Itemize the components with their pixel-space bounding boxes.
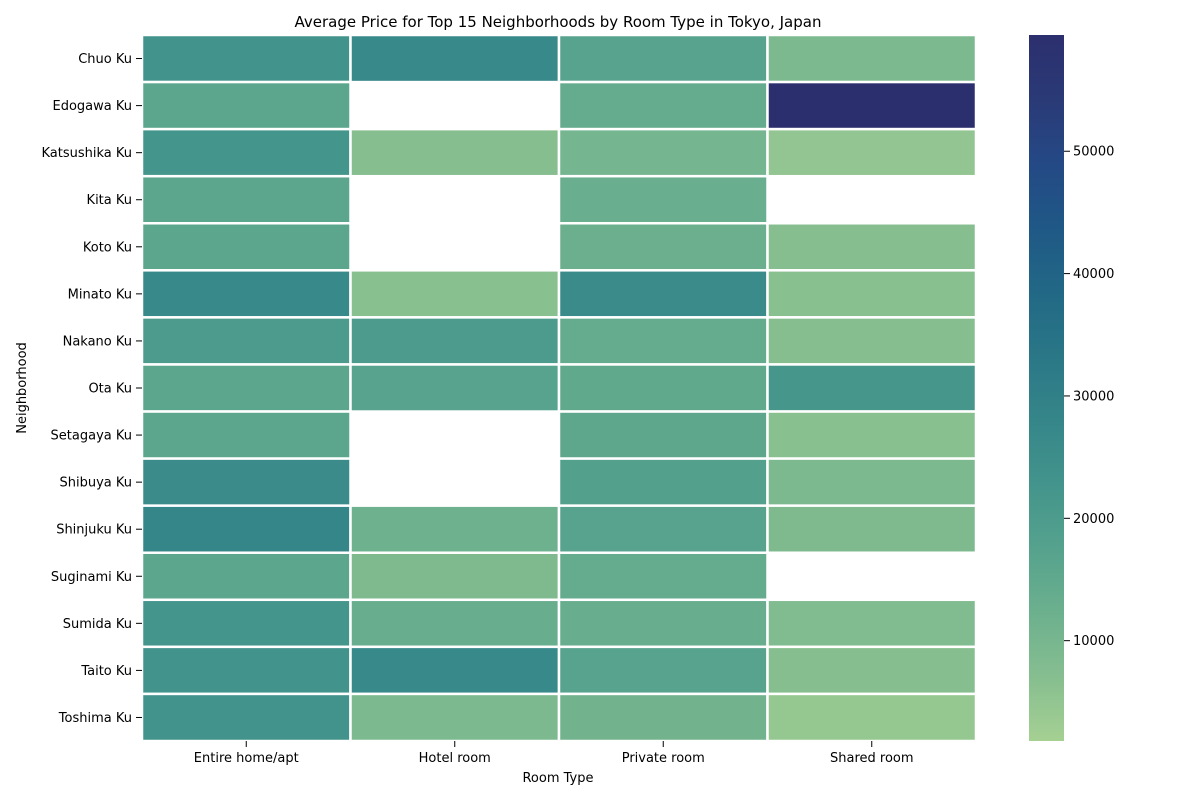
y-tick-label: Suginami Ku bbox=[51, 570, 132, 585]
heatmap-cell bbox=[557, 457, 769, 507]
heatmap-cell bbox=[766, 33, 978, 84]
heatmap-cell bbox=[766, 410, 978, 460]
y-tick-label: Ota Ku bbox=[88, 382, 132, 397]
heatmap-cell bbox=[766, 316, 978, 366]
heatmap-cell bbox=[766, 598, 978, 649]
colorbar-ticks: 10000 20000 30000 40000 50000 bbox=[1064, 145, 1114, 649]
heatmap-cell bbox=[557, 174, 769, 225]
x-tick-label: Hotel room bbox=[419, 751, 491, 766]
y-tick-label: Katsushika Ku bbox=[41, 146, 132, 161]
heatmap-cell bbox=[557, 551, 769, 602]
y-tick-label: Shinjuku Ku bbox=[56, 523, 132, 538]
heatmap-cell bbox=[140, 645, 352, 696]
heatmap-cell bbox=[349, 269, 561, 319]
chart-title: Average Price for Top 15 Neighborhoods b… bbox=[295, 13, 822, 31]
heatmap-cell bbox=[140, 457, 352, 507]
heatmap-cell bbox=[140, 410, 352, 460]
y-tick-label: Edogawa Ku bbox=[53, 99, 133, 114]
y-tick-label: Setagaya Ku bbox=[51, 429, 132, 444]
colorbar-tick-label: 20000 bbox=[1073, 512, 1114, 527]
heatmap-cell bbox=[349, 316, 561, 366]
x-tick-label: Entire home/apt bbox=[194, 751, 299, 766]
heatmap-cell bbox=[766, 457, 978, 507]
heatmap-cell bbox=[766, 504, 978, 554]
heatmap-cells bbox=[140, 33, 978, 743]
y-axis-label: Neighborhood bbox=[15, 342, 30, 434]
heatmap-cell bbox=[140, 174, 352, 225]
y-tick-label: Minato Ku bbox=[68, 287, 132, 302]
heatmap-cell bbox=[766, 692, 978, 743]
y-tick-label: Sumida Ku bbox=[63, 617, 132, 632]
colorbar-tick-label: 10000 bbox=[1073, 634, 1114, 649]
heatmap-cell bbox=[140, 598, 352, 649]
heatmap-cell bbox=[557, 410, 769, 460]
y-tick-label: Taito Ku bbox=[80, 664, 132, 679]
heatmap-cell bbox=[349, 33, 561, 84]
y-tick-label: Koto Ku bbox=[83, 240, 132, 255]
heatmap-cell bbox=[557, 269, 769, 319]
x-tick-label: Shared room bbox=[830, 751, 914, 766]
heatmap-cell bbox=[349, 598, 561, 649]
heatmap-cell bbox=[766, 80, 978, 131]
colorbar-tick-label: 50000 bbox=[1073, 145, 1114, 160]
heatmap-cell bbox=[140, 33, 352, 84]
x-tick-label: Private room bbox=[622, 751, 705, 766]
heatmap-cell bbox=[557, 80, 769, 131]
heatmap-cell bbox=[766, 645, 978, 696]
heatmap-cell bbox=[349, 127, 561, 178]
heatmap-cell bbox=[140, 551, 352, 602]
heatmap-cell bbox=[766, 363, 978, 413]
x-axis-label: Room Type bbox=[522, 771, 593, 786]
heatmap-cell bbox=[349, 504, 561, 554]
y-tick-label: Chuo Ku bbox=[78, 52, 132, 67]
heatmap-cell bbox=[140, 316, 352, 366]
y-tick-label: Shibuya Ku bbox=[59, 476, 132, 491]
y-tick-label: Toshima Ku bbox=[58, 711, 132, 726]
colorbar-tick-label: 40000 bbox=[1073, 267, 1114, 282]
y-axis-ticks: Chuo Ku Edogawa Ku Katsushika Ku Kita Ku Kot… bbox=[41, 52, 142, 726]
heatmap-cell bbox=[766, 127, 978, 178]
heatmap-cell bbox=[140, 80, 352, 131]
heatmap-cell bbox=[557, 598, 769, 649]
heatmap-cell bbox=[557, 692, 769, 743]
heatmap-cell bbox=[140, 504, 352, 554]
y-tick-label: Nakano Ku bbox=[63, 334, 132, 349]
heatmap-cell bbox=[557, 645, 769, 696]
heatmap-cell bbox=[140, 127, 352, 178]
heatmap-cell bbox=[557, 316, 769, 366]
colorbar bbox=[1029, 35, 1064, 741]
y-tick-label: Kita Ku bbox=[87, 193, 132, 208]
heatmap-cell bbox=[557, 127, 769, 178]
heatmap-cell bbox=[349, 363, 561, 413]
heatmap-cell bbox=[140, 269, 352, 319]
heatmap-cell bbox=[140, 222, 352, 272]
x-axis-ticks: Entire home/apt Hotel room Private room Sha… bbox=[194, 741, 914, 766]
heatmap-cell bbox=[557, 363, 769, 413]
heatmap-cell bbox=[557, 33, 769, 84]
heatmap-cell bbox=[766, 269, 978, 319]
heatmap-cell bbox=[557, 504, 769, 554]
heatmap-cell bbox=[766, 222, 978, 272]
colorbar-tick-label: 30000 bbox=[1073, 389, 1114, 404]
heatmap-cell bbox=[557, 222, 769, 272]
heatmap-cell bbox=[349, 692, 561, 743]
heatmap-cell bbox=[140, 692, 352, 743]
heatmap-cell bbox=[349, 645, 561, 696]
heatmap-cell bbox=[140, 363, 352, 413]
heatmap-cell bbox=[349, 551, 561, 602]
